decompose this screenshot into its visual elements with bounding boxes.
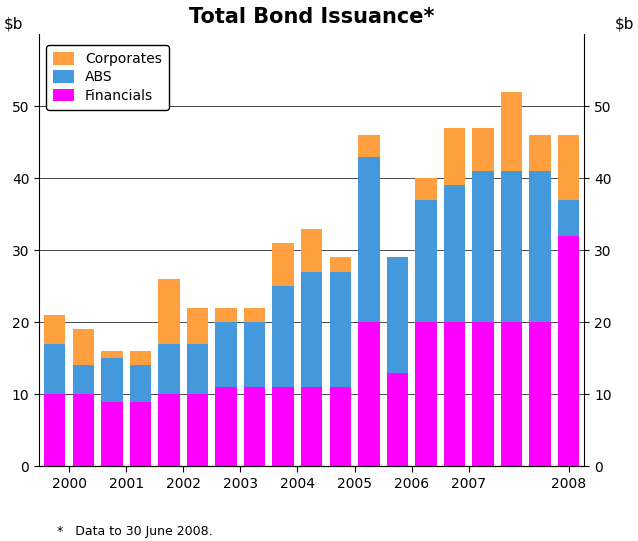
Bar [272,387,294,466]
Bar [158,394,180,466]
Bar [272,286,294,387]
Bar [501,171,523,322]
Bar [101,358,122,401]
Bar [244,308,265,322]
Bar [187,344,208,394]
Bar [415,322,436,466]
Title: Total Bond Issuance*: Total Bond Issuance* [189,7,434,27]
Bar [216,308,237,322]
Text: *   Data to 30 June 2008.: * Data to 30 June 2008. [57,525,213,538]
Bar [44,315,66,344]
Bar [387,373,408,466]
Bar [73,329,94,366]
Bar [187,394,208,466]
Bar [444,322,465,466]
Bar [73,394,94,466]
Text: $b: $b [614,17,634,32]
Bar [558,236,579,466]
Bar [472,171,494,322]
Bar [272,243,294,286]
Bar [472,128,494,171]
Bar [330,258,351,272]
Bar [358,135,380,156]
Bar [101,401,122,466]
Bar [444,128,465,186]
Bar [387,258,408,373]
Bar [501,91,523,171]
Bar [244,387,265,466]
Bar [130,401,151,466]
Bar [101,351,122,358]
Bar [44,344,66,394]
Bar [44,394,66,466]
Bar [244,322,265,387]
Bar [501,322,523,466]
Bar [216,387,237,466]
Bar [216,322,237,387]
Bar [158,344,180,394]
Bar [158,279,180,344]
Bar [530,135,551,171]
Bar [330,387,351,466]
Bar [130,351,151,366]
Bar [301,229,322,272]
Bar [530,322,551,466]
Bar [444,186,465,322]
Bar [187,308,208,344]
Bar [130,366,151,401]
Bar [530,171,551,322]
Bar [358,322,380,466]
Bar [330,272,351,387]
Bar [73,366,94,394]
Bar [415,178,436,200]
Bar [558,200,579,236]
Bar [358,156,380,322]
Bar [558,135,579,200]
Bar [301,272,322,387]
Bar [301,387,322,466]
Text: $b: $b [4,17,23,32]
Legend: Corporates, ABS, Financials: Corporates, ABS, Financials [46,45,168,109]
Bar [472,322,494,466]
Bar [415,200,436,322]
